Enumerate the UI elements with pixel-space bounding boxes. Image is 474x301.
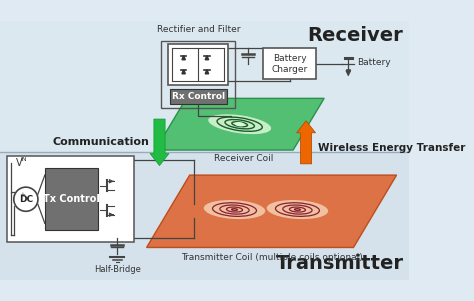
Text: Half-Bridge: Half-Bridge <box>94 265 141 274</box>
Text: Wireless Energy Transfer: Wireless Energy Transfer <box>318 143 465 153</box>
Bar <box>7 156 135 242</box>
Bar <box>170 89 227 104</box>
Text: Receiver Coil: Receiver Coil <box>214 154 273 163</box>
Polygon shape <box>205 56 209 60</box>
Polygon shape <box>146 175 397 247</box>
Text: Receiver: Receiver <box>308 26 403 45</box>
Text: Battery
Charger: Battery Charger <box>272 54 308 73</box>
Bar <box>45 168 98 230</box>
Text: +: + <box>19 192 25 198</box>
Bar <box>0 21 409 152</box>
Circle shape <box>14 187 38 211</box>
Bar <box>0 152 409 280</box>
Ellipse shape <box>204 200 265 219</box>
Ellipse shape <box>208 114 271 134</box>
Polygon shape <box>205 70 209 74</box>
Text: Rectifier and Filter: Rectifier and Filter <box>156 25 240 34</box>
Polygon shape <box>182 56 185 60</box>
Text: Communication: Communication <box>52 137 149 147</box>
Text: DC: DC <box>19 195 33 204</box>
Bar <box>263 48 317 79</box>
Text: Rx Control: Rx Control <box>172 92 225 101</box>
Bar <box>168 44 228 85</box>
Text: Tx Control: Tx Control <box>43 194 100 204</box>
Ellipse shape <box>267 200 328 219</box>
Text: Transmitter Coil (multiple coils optional): Transmitter Coil (multiple coils optiona… <box>181 253 363 262</box>
FancyArrow shape <box>297 121 316 164</box>
Bar <box>161 41 236 108</box>
Ellipse shape <box>235 122 245 126</box>
Text: Transmitter: Transmitter <box>275 254 403 273</box>
Polygon shape <box>155 98 324 150</box>
Text: IN: IN <box>21 157 27 162</box>
Text: V: V <box>16 158 22 168</box>
Text: Battery: Battery <box>357 57 391 67</box>
Polygon shape <box>182 70 185 74</box>
FancyArrow shape <box>150 119 169 166</box>
